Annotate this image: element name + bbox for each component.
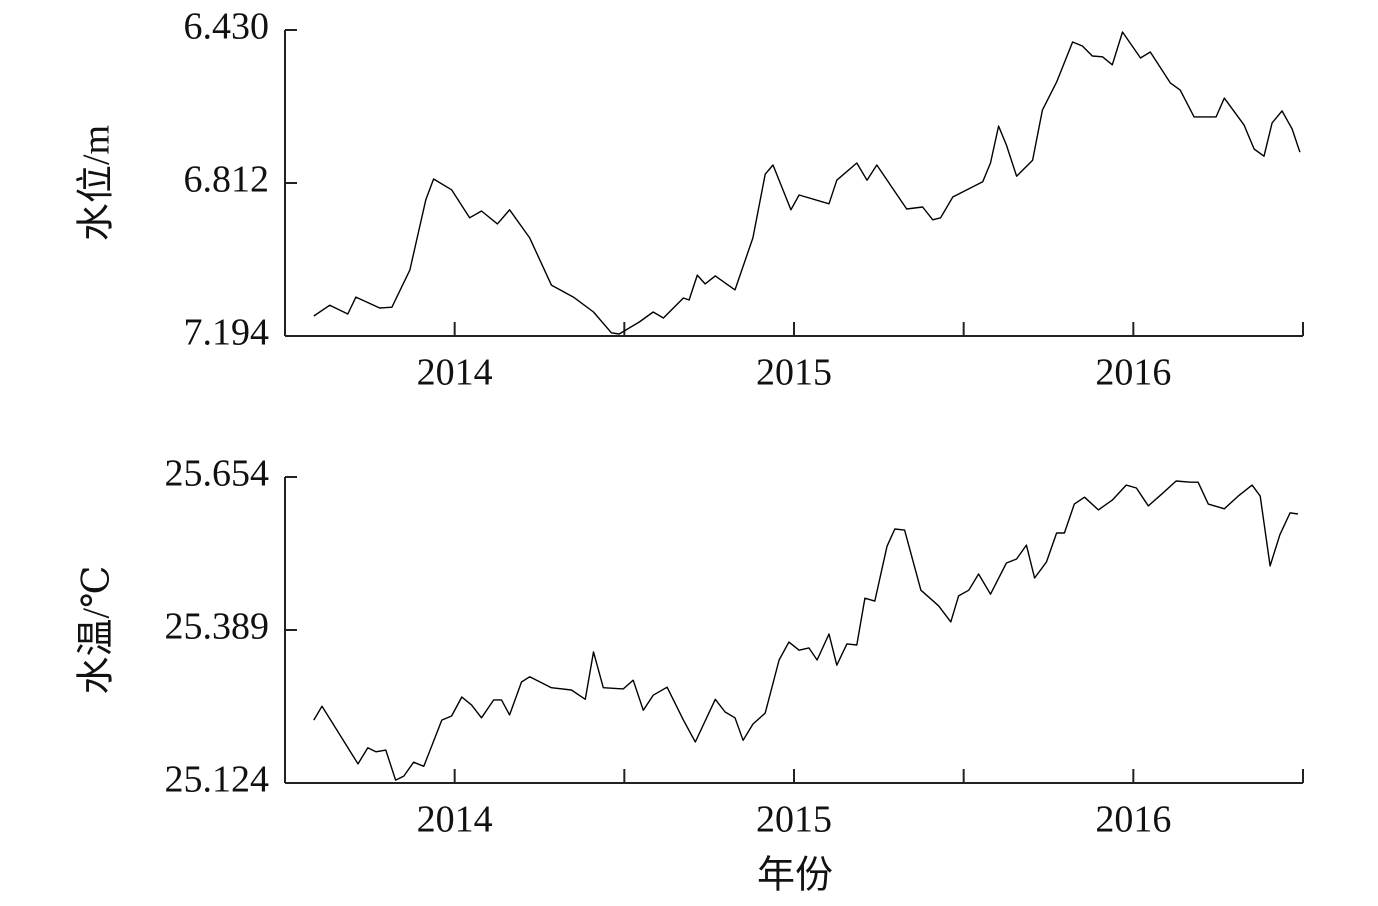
y-tick-label: 25.654	[165, 453, 270, 495]
y-tick-label: 6.812	[184, 159, 270, 201]
x-tick-label: 2016	[1095, 799, 1171, 841]
y-tick-label: 6.430	[184, 6, 270, 48]
x-axis-label: 年份	[757, 855, 833, 897]
x-tick-label: 2016	[1095, 352, 1171, 394]
y-axis-label: 水位/m	[76, 125, 118, 241]
x-tick-label: 2015	[756, 799, 832, 841]
x-tick-label: 2015	[756, 352, 832, 394]
data-line	[313, 480, 1299, 781]
x-tick-label: 2014	[417, 352, 493, 394]
y-tick-label: 7.194	[184, 312, 270, 354]
x-tick-label: 2014	[417, 799, 493, 841]
y-axis-label: 水温/℃	[76, 565, 118, 694]
data-line	[313, 31, 1301, 335]
y-tick-label: 25.124	[165, 759, 270, 801]
y-tick-label: 25.389	[165, 606, 270, 648]
